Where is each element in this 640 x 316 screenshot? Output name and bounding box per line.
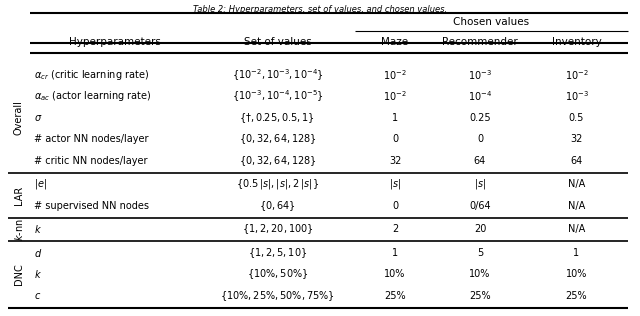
Text: $\{0,32,64,128\}$: $\{0,32,64,128\}$ (239, 132, 316, 146)
Text: $\{0.5\,|s|,|s|,2\,|s|\}$: $\{0.5\,|s|,|s|,2\,|s|\}$ (236, 177, 319, 191)
Text: $|s|$: $|s|$ (389, 177, 401, 191)
Text: $\{1,2,20,100\}$: $\{1,2,20,100\}$ (242, 222, 314, 236)
Text: 10%: 10% (566, 269, 587, 279)
Text: 20: 20 (474, 224, 486, 234)
Text: 25%: 25% (384, 291, 406, 301)
Text: Chosen values: Chosen values (453, 17, 529, 27)
Text: Recommender: Recommender (442, 37, 518, 47)
Text: # critic NN nodes/layer: # critic NN nodes/layer (34, 156, 147, 166)
Text: $10^{-3}$: $10^{-3}$ (468, 68, 492, 82)
Text: $\{10\%,50\%\}$: $\{10\%,50\%\}$ (247, 267, 308, 281)
Text: $\alpha_{ac}$ (actor learning rate): $\alpha_{ac}$ (actor learning rate) (34, 89, 152, 103)
Text: $k$: $k$ (34, 223, 42, 235)
Text: 0: 0 (392, 201, 398, 211)
Text: Inventory: Inventory (552, 37, 602, 47)
Text: N/A: N/A (568, 201, 585, 211)
Text: LAR: LAR (14, 185, 24, 205)
Text: 0/64: 0/64 (469, 201, 491, 211)
Text: $10^{-3}$: $10^{-3}$ (564, 89, 589, 103)
Text: 0.25: 0.25 (469, 113, 491, 123)
Text: $c$: $c$ (34, 291, 41, 301)
Text: 32: 32 (570, 134, 582, 144)
Text: 1: 1 (392, 113, 398, 123)
Text: $|s|$: $|s|$ (474, 177, 486, 191)
Text: $\{\dagger,0.25,0.5,1\}$: $\{\dagger,0.25,0.5,1\}$ (239, 111, 316, 125)
Text: 1: 1 (573, 248, 580, 258)
Text: # actor NN nodes/layer: # actor NN nodes/layer (34, 134, 148, 144)
Text: $d$: $d$ (34, 247, 42, 259)
Text: $\{0,64\}$: $\{0,64\}$ (259, 199, 296, 213)
Text: 32: 32 (389, 156, 401, 166)
Text: $\{10^{-2},10^{-3},10^{-4}\}$: $\{10^{-2},10^{-3},10^{-4}\}$ (232, 67, 323, 82)
Text: 64: 64 (570, 156, 582, 166)
Text: 25%: 25% (469, 291, 491, 301)
Text: Table 2: Hyperparameters, set of values, and chosen values.: Table 2: Hyperparameters, set of values,… (193, 5, 447, 14)
Text: 5: 5 (477, 248, 483, 258)
Text: 1: 1 (392, 248, 398, 258)
Text: $|e|$: $|e|$ (34, 177, 47, 191)
Text: $k$-nn: $k$-nn (13, 218, 25, 240)
Text: 10%: 10% (384, 269, 406, 279)
Text: $\alpha_{cr}$ (critic learning rate): $\alpha_{cr}$ (critic learning rate) (34, 68, 149, 82)
Text: Hyperparameters: Hyperparameters (69, 37, 161, 47)
Text: DNC: DNC (14, 263, 24, 285)
Text: 10%: 10% (469, 269, 491, 279)
Text: 25%: 25% (566, 291, 588, 301)
Text: $\{10^{-3},10^{-4},10^{-5}\}$: $\{10^{-3},10^{-4},10^{-5}\}$ (232, 88, 323, 104)
Text: N/A: N/A (568, 224, 585, 234)
Text: N/A: N/A (568, 179, 585, 189)
Text: $\{0,32,64,128\}$: $\{0,32,64,128\}$ (239, 154, 316, 168)
Text: 64: 64 (474, 156, 486, 166)
Text: Maze: Maze (381, 37, 408, 47)
Text: $10^{-2}$: $10^{-2}$ (383, 68, 407, 82)
Text: $10^{-4}$: $10^{-4}$ (468, 89, 492, 103)
Text: 0: 0 (477, 134, 483, 144)
Text: 2: 2 (392, 224, 398, 234)
Text: # supervised NN nodes: # supervised NN nodes (34, 201, 149, 211)
Text: $10^{-2}$: $10^{-2}$ (383, 89, 407, 103)
Text: Set of values: Set of values (244, 37, 312, 47)
Text: $\{10\%,25\%,50\%,75\%\}$: $\{10\%,25\%,50\%,75\%\}$ (220, 289, 335, 303)
Text: $\{1,2,5,10\}$: $\{1,2,5,10\}$ (248, 246, 307, 260)
Text: Overall: Overall (14, 100, 24, 135)
Text: $\sigma$: $\sigma$ (34, 113, 42, 123)
Text: 0.5: 0.5 (569, 113, 584, 123)
Text: 0: 0 (392, 134, 398, 144)
Text: $k$: $k$ (34, 268, 42, 280)
Text: $10^{-2}$: $10^{-2}$ (564, 68, 588, 82)
